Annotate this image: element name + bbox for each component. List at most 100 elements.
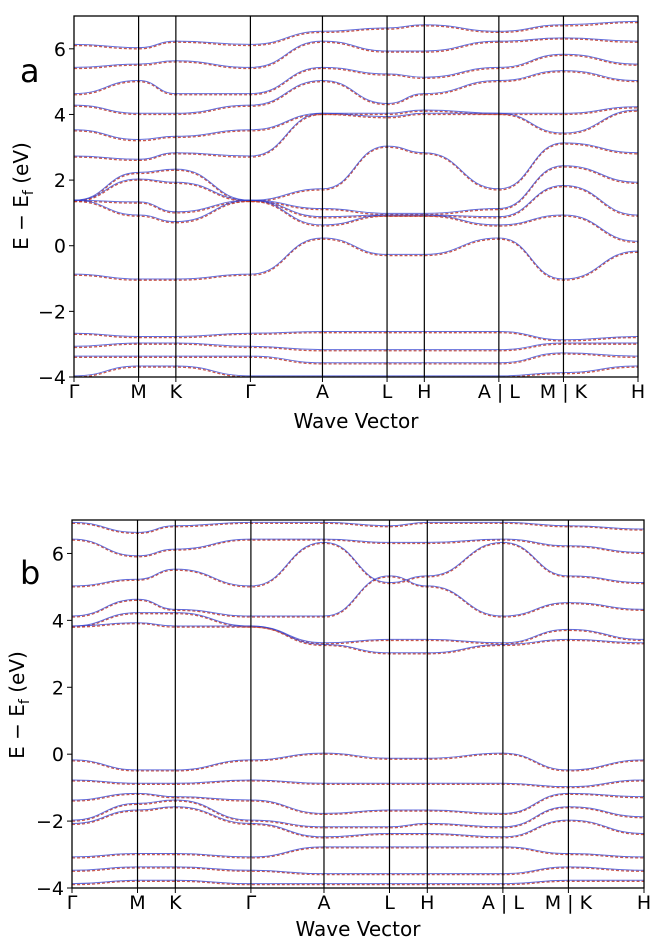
band-line xyxy=(74,21,638,50)
band-line xyxy=(74,237,638,280)
band-line xyxy=(74,166,638,216)
band-line xyxy=(72,780,644,789)
band-line xyxy=(72,575,644,617)
band-line xyxy=(72,879,644,885)
y-tick-label: 4 xyxy=(54,104,66,126)
y-tick-label: −2 xyxy=(38,301,66,323)
band-line xyxy=(72,613,644,645)
band-line xyxy=(72,538,644,557)
panel-a: −4 −2 0 2 4 6 Γ M K Γ A L H A | L M | K H Wave Vector E −… xyxy=(9,15,645,433)
x-tick-label: K xyxy=(169,892,182,914)
plot-frame xyxy=(73,15,639,378)
panel-label: a xyxy=(20,52,40,90)
band-line xyxy=(72,880,644,886)
band-line xyxy=(74,199,638,242)
band-line xyxy=(74,70,638,114)
y-tick-label: −4 xyxy=(38,367,66,389)
y-axis-label: E − Ef (eV) xyxy=(5,651,33,759)
x-tick-label: M xyxy=(130,381,146,403)
band-line xyxy=(74,165,638,214)
x-tick-label: A | L xyxy=(482,892,524,914)
band-line xyxy=(72,799,644,828)
y-tick-label: 0 xyxy=(52,744,64,766)
band-line xyxy=(72,539,644,558)
band-line xyxy=(74,365,638,377)
band-line xyxy=(72,576,644,618)
band-line xyxy=(72,866,644,875)
band-line xyxy=(72,847,644,859)
x-tick-label: L xyxy=(382,381,393,403)
x-tick-label: H xyxy=(420,892,434,914)
band-line xyxy=(72,800,644,829)
x-axis-label: Wave Vector xyxy=(296,917,422,941)
band-line xyxy=(74,352,638,364)
band-line xyxy=(72,806,644,838)
y-tick-label: 6 xyxy=(54,39,66,61)
band-line xyxy=(74,342,638,351)
band-line xyxy=(72,846,644,858)
x-tick-label: M | K xyxy=(540,381,588,403)
band-line xyxy=(72,793,644,816)
plot-frame xyxy=(71,519,645,889)
band-line xyxy=(72,622,644,654)
y-tick-label: 2 xyxy=(54,170,66,192)
band-line xyxy=(74,238,638,281)
band-line xyxy=(72,542,644,588)
x-tick-label: K xyxy=(170,381,183,403)
band-line xyxy=(74,142,638,201)
band-line xyxy=(74,106,638,141)
band-line xyxy=(74,37,638,68)
band-line xyxy=(74,109,638,160)
x-tick-label: H xyxy=(417,381,431,403)
band-line xyxy=(74,200,638,244)
band-line xyxy=(72,612,644,644)
x-tick-label: H xyxy=(631,381,645,403)
band-series xyxy=(72,521,644,885)
y-tick-label: −4 xyxy=(36,878,64,900)
band-line xyxy=(74,331,638,341)
panel-b: −4 −2 0 2 4 6 Γ M K Γ A L H A | L M | K H Wave Vector E −… xyxy=(5,519,651,941)
x-axis-label: Wave Vector xyxy=(294,409,420,433)
x-tick-label: H xyxy=(637,892,651,914)
x-tick-label: L xyxy=(384,892,395,914)
band-line xyxy=(72,867,644,876)
x-tick-label: Γ xyxy=(245,381,256,403)
y-tick-label: 0 xyxy=(54,236,66,258)
band-line xyxy=(74,366,638,377)
x-tick-label: M xyxy=(129,892,145,914)
band-line xyxy=(74,53,638,95)
band-line xyxy=(74,71,638,116)
band-series xyxy=(72,522,644,886)
panel-label: b xyxy=(20,554,40,592)
band-line xyxy=(72,752,644,771)
y-axis-label: E − Ef (eV) xyxy=(9,142,37,250)
band-line xyxy=(72,521,644,533)
band-line xyxy=(74,332,638,342)
y-tick-label: −2 xyxy=(36,811,64,833)
x-tick-label: Γ xyxy=(69,381,80,403)
y-tick-label: 2 xyxy=(52,677,64,699)
y-tick-label: 4 xyxy=(52,610,64,632)
x-tick-label: Γ xyxy=(246,892,257,914)
x-tick-label: A | L xyxy=(478,381,520,403)
band-line xyxy=(72,807,644,839)
x-tick-label: Γ xyxy=(67,892,78,914)
band-line xyxy=(72,623,644,655)
band-line xyxy=(72,753,644,772)
band-line xyxy=(74,343,638,352)
band-line xyxy=(74,353,638,365)
band-line xyxy=(74,143,638,203)
band-line xyxy=(74,38,638,70)
band-line xyxy=(72,792,644,814)
x-tick-label: M | K xyxy=(545,892,593,914)
band-line xyxy=(74,54,638,96)
x-tick-label: A xyxy=(316,381,329,403)
band-line xyxy=(72,522,644,535)
band-series xyxy=(74,20,638,377)
band-line xyxy=(72,541,644,587)
band-line xyxy=(74,110,638,162)
band-line xyxy=(74,185,638,219)
band-line xyxy=(74,185,638,218)
band-line xyxy=(74,20,638,49)
